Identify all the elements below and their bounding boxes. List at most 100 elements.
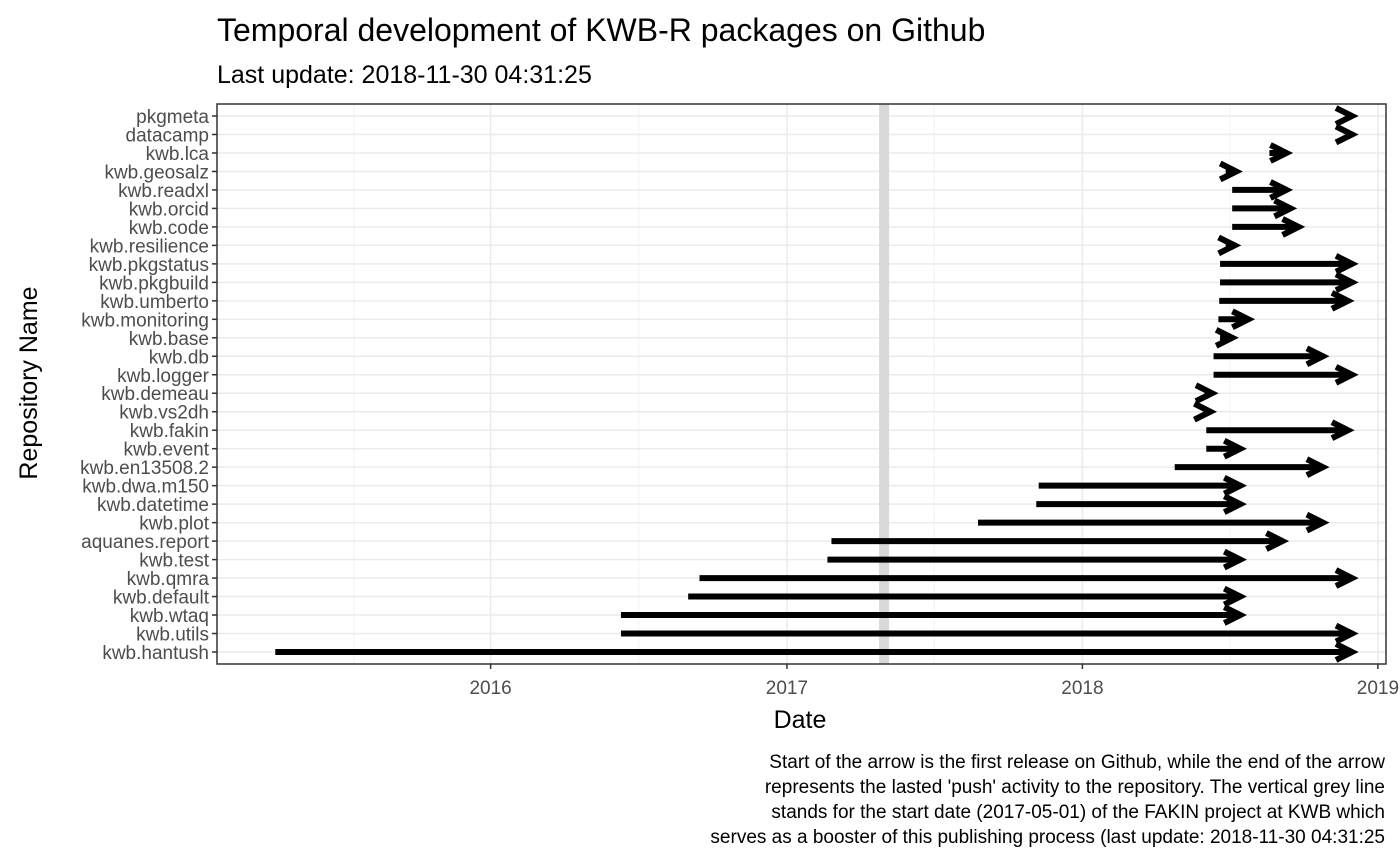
- y-tick-label: aquanes.report: [81, 532, 210, 553]
- y-tick-label: kwb.resilience: [90, 236, 209, 257]
- arrow-head: [1305, 456, 1330, 478]
- y-tick-label: kwb.utils: [136, 625, 209, 646]
- y-tick-label: kwb.code: [129, 218, 209, 239]
- caption-line-2: represents the lasted 'push' activity to…: [765, 777, 1385, 798]
- panel-border: [216, 103, 1387, 665]
- x-axis-ticks: 2016 2017 2018 2019: [469, 664, 1399, 699]
- arrow-kwb.geosalz: [1218, 160, 1243, 183]
- y-axis-title: Repository Name: [15, 286, 43, 479]
- y-tick-label: kwb.default: [113, 588, 210, 609]
- y-tick-label: kwb.datetime: [97, 495, 209, 516]
- y-tick-label: kwb.geosalz: [104, 162, 209, 183]
- y-tick-label: kwb.readxl: [118, 181, 209, 202]
- arrow-kwb.logger: [1213, 364, 1359, 386]
- arrow-head: [1334, 567, 1359, 589]
- caption-line-4: serves as a booster of this publishing p…: [710, 827, 1385, 848]
- arrow-kwb.plot: [977, 511, 1330, 534]
- caption-line-1: Start of the arrow is the first release …: [769, 752, 1385, 773]
- arrow-kwb.umberto: [1219, 290, 1355, 312]
- arrow-head: [1222, 548, 1247, 571]
- arrow-kwb.orcid: [1232, 197, 1298, 220]
- arrow-head: [1217, 234, 1242, 257]
- arrow-head: [1222, 604, 1247, 626]
- x-axis-title: Date: [774, 706, 827, 734]
- y-tick-label: kwb.wtaq: [130, 606, 209, 627]
- y-tick-label: kwb.plot: [139, 514, 209, 535]
- arrow-kwb.db: [1213, 345, 1330, 367]
- y-tick-label: kwb.logger: [117, 366, 210, 387]
- arrow-aquanes.report: [831, 530, 1290, 552]
- chart-title: Temporal development of KWB-R packages o…: [217, 12, 985, 48]
- y-tick-label: kwb.base: [129, 329, 209, 350]
- fakin-start-reference-line: [879, 104, 890, 664]
- arrow-head: [1214, 327, 1239, 349]
- chart-caption: Start of the arrow is the first release …: [710, 752, 1385, 848]
- panel-background: [217, 104, 1386, 664]
- arrow-head: [1334, 123, 1359, 146]
- x-tick-label: 2019: [1357, 678, 1399, 699]
- y-tick-label: kwb.hantush: [102, 643, 209, 664]
- arrow-head: [1194, 382, 1219, 404]
- arrow-kwb.test: [827, 548, 1247, 571]
- arrow-kwb.dwa.m150: [1038, 474, 1247, 497]
- arrow-datacamp: [1334, 123, 1359, 146]
- arrow-head: [1334, 641, 1359, 663]
- y-tick-label: kwb.demeau: [101, 384, 209, 405]
- arrow-kwb.readxl: [1232, 179, 1294, 201]
- arrow-kwb.datetime: [1036, 493, 1247, 515]
- arrow-head: [1330, 290, 1355, 312]
- arrow-head: [1231, 308, 1256, 330]
- y-tick-label: kwb.db: [149, 347, 209, 368]
- y-tick-label: kwb.qmra: [127, 569, 210, 590]
- y-tick-label: kwb.pkgstatus: [89, 255, 209, 276]
- arrow-kwb.fakin: [1206, 419, 1355, 441]
- arrow-kwb.lca: [1269, 142, 1294, 164]
- y-tick-label: kwb.lca: [146, 144, 210, 165]
- arrow-head: [1222, 493, 1247, 515]
- y-tick-label: kwb.pkgbuild: [99, 273, 209, 294]
- arrow-kwb.wtaq: [620, 604, 1247, 626]
- arrow-kwb.base: [1214, 327, 1239, 349]
- arrow-head: [1222, 474, 1247, 497]
- arrow-kwb.en13508.2: [1174, 456, 1330, 478]
- arrow-kwb.pkgbuild: [1220, 271, 1359, 294]
- chart-subtitle: Last update: 2018-11-30 04:31:25: [217, 61, 592, 89]
- arrow-head: [1218, 160, 1243, 183]
- arrow-head: [1334, 105, 1359, 127]
- arrow-kwb.code: [1232, 216, 1306, 238]
- plot-panel: [216, 103, 1387, 665]
- minor-gridlines: [353, 104, 1231, 664]
- arrow-head: [1334, 253, 1359, 275]
- arrow-head: [1192, 401, 1218, 423]
- repository-arrows: [275, 105, 1359, 663]
- arrow-kwb.pkgstatus: [1220, 253, 1359, 275]
- y-tick-label: kwb.dwa.m150: [82, 477, 209, 498]
- arrow-head: [1281, 216, 1306, 238]
- arrow-pkgmeta: [1334, 105, 1359, 127]
- arrow-head: [1330, 419, 1355, 441]
- arrow-head: [1222, 438, 1247, 460]
- y-tick-label: kwb.event: [123, 440, 209, 461]
- x-tick-label: 2016: [469, 678, 511, 699]
- arrow-kwb.utils: [620, 622, 1359, 645]
- arrow-head: [1273, 197, 1298, 220]
- arrow-kwb.event: [1206, 438, 1247, 460]
- arrow-head: [1334, 271, 1359, 294]
- y-tick-label: kwb.test: [139, 551, 209, 572]
- arrow-head: [1269, 142, 1294, 164]
- y-tick-label: kwb.orcid: [129, 199, 209, 220]
- arrow-kwb.monitoring: [1218, 308, 1256, 330]
- arrow-head: [1305, 511, 1330, 534]
- y-tick-label: datacamp: [126, 125, 209, 146]
- arrow-kwb.default: [688, 585, 1247, 608]
- y-tick-label: kwb.monitoring: [81, 310, 209, 331]
- y-tick-label: kwb.en13508.2: [80, 458, 209, 479]
- arrow-head: [1222, 585, 1247, 608]
- caption-line-3: stands for the start date (2017-05-01) o…: [771, 802, 1385, 823]
- y-axis-ticks: pkgmetadatacampkwb.lcakwb.geosalzkwb.rea…: [80, 107, 217, 664]
- arrow-head: [1269, 179, 1294, 201]
- arrow-head: [1334, 622, 1359, 645]
- arrow-head: [1334, 364, 1359, 386]
- arrow-kwb.resilience: [1217, 234, 1242, 257]
